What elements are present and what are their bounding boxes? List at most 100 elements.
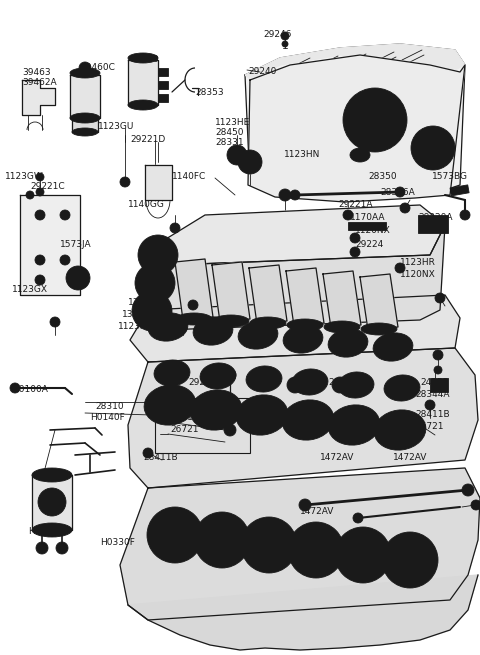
Circle shape [151,248,165,262]
Ellipse shape [205,367,231,385]
Ellipse shape [374,410,426,450]
Text: 28310: 28310 [95,402,124,411]
Circle shape [36,173,44,181]
Circle shape [26,191,34,199]
Bar [226,395,234,417]
Polygon shape [130,295,460,362]
Ellipse shape [328,405,380,445]
Text: 28344A: 28344A [415,390,449,399]
Ellipse shape [196,395,236,425]
Polygon shape [145,165,172,200]
Ellipse shape [250,317,286,329]
Circle shape [336,381,344,389]
Text: 1573JA: 1573JA [60,240,92,249]
Ellipse shape [198,321,228,341]
Text: 29212: 29212 [328,378,356,387]
Circle shape [232,150,242,160]
Circle shape [163,523,187,547]
Ellipse shape [328,329,368,357]
Circle shape [132,291,172,331]
Circle shape [71,271,85,285]
Ellipse shape [193,317,233,345]
Text: 1170AA: 1170AA [350,213,385,222]
Bar [418,215,448,233]
Polygon shape [128,348,478,488]
Circle shape [350,233,360,243]
Ellipse shape [32,468,72,482]
Circle shape [398,548,422,572]
Circle shape [35,210,45,220]
Text: 29221C: 29221C [30,182,65,191]
Polygon shape [175,259,213,320]
Polygon shape [360,274,398,330]
Polygon shape [286,268,324,326]
Ellipse shape [190,390,242,430]
Circle shape [79,62,91,74]
Circle shape [138,297,166,325]
Circle shape [60,255,70,265]
Text: H0100A: H0100A [12,385,48,394]
Text: 1123HN: 1123HN [284,150,320,159]
Text: 29220A: 29220A [418,213,453,222]
Ellipse shape [213,315,249,327]
Ellipse shape [246,366,282,392]
Circle shape [220,365,230,375]
Circle shape [425,140,441,156]
Circle shape [147,507,203,563]
Text: 39462A: 39462A [22,78,57,87]
Ellipse shape [236,395,288,435]
Circle shape [287,377,303,393]
Text: 1472AV: 1472AV [320,453,354,462]
Circle shape [304,538,328,562]
Circle shape [335,527,391,583]
Circle shape [138,235,178,275]
Text: 1123GW: 1123GW [5,172,44,181]
Ellipse shape [159,364,185,382]
Circle shape [400,203,410,213]
Polygon shape [120,468,480,620]
Ellipse shape [343,376,369,394]
Circle shape [347,92,403,148]
Circle shape [281,32,289,40]
Text: 1310SA: 1310SA [128,298,163,307]
Circle shape [188,300,198,310]
Text: 1120NX: 1120NX [355,226,391,235]
Ellipse shape [251,370,277,388]
Circle shape [135,263,175,303]
Text: 29215: 29215 [188,378,216,387]
Text: 1123HE: 1123HE [215,118,250,127]
Polygon shape [323,271,361,328]
Bar [158,68,168,76]
Text: H0140F: H0140F [90,413,125,422]
Polygon shape [248,55,465,202]
Ellipse shape [144,385,196,425]
Ellipse shape [389,379,415,397]
Text: 29224: 29224 [355,240,383,249]
Text: 1123HR: 1123HR [400,258,436,267]
Circle shape [382,532,438,588]
Ellipse shape [200,363,236,389]
Polygon shape [145,225,445,330]
Circle shape [341,533,385,577]
Circle shape [434,366,442,374]
Text: 29246: 29246 [263,30,291,39]
Polygon shape [70,75,100,118]
Circle shape [224,369,236,381]
Polygon shape [212,262,250,322]
Polygon shape [32,475,72,530]
Circle shape [241,517,297,573]
Circle shape [35,275,45,285]
Circle shape [282,41,288,47]
Ellipse shape [292,369,328,395]
Circle shape [38,488,66,516]
Ellipse shape [288,405,328,435]
Circle shape [343,88,407,152]
Ellipse shape [150,390,190,420]
Circle shape [353,513,363,523]
Bar [348,222,386,230]
Ellipse shape [283,325,323,353]
Text: 29212: 29212 [170,413,198,422]
Circle shape [247,523,291,567]
Text: 26721: 26721 [170,425,199,434]
Text: 28450: 28450 [215,128,243,137]
